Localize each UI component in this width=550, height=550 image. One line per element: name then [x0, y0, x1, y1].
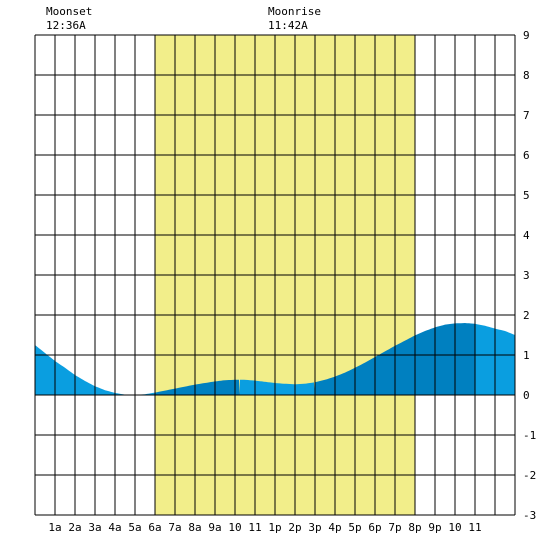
x-tick-label: 10: [228, 521, 241, 534]
y-tick-label: 1: [523, 349, 530, 362]
x-tick-label: 6a: [148, 521, 161, 534]
moonrise-time: 11:42A: [268, 19, 308, 32]
y-tick-label: -3: [523, 509, 536, 522]
x-tick-label: 2a: [68, 521, 81, 534]
y-tick-label: 9: [523, 29, 530, 42]
moonset-label: Moonset: [46, 5, 93, 18]
y-tick-label: 8: [523, 69, 530, 82]
moonset-time: 12:36A: [46, 19, 86, 32]
y-tick-label: -1: [523, 429, 536, 442]
x-tick-label: 8a: [188, 521, 201, 534]
tide-area-segment: [155, 379, 240, 395]
x-tick-label: 7a: [168, 521, 181, 534]
x-tick-label: 9a: [208, 521, 221, 534]
x-tick-label: 4p: [328, 521, 341, 534]
x-tick-label: 5p: [348, 521, 361, 534]
y-tick-label: 3: [523, 269, 530, 282]
x-tick-label: 8p: [408, 521, 421, 534]
x-tick-label: 10: [448, 521, 461, 534]
x-tick-label: 6p: [368, 521, 381, 534]
y-tick-label: 0: [523, 389, 530, 402]
tide-area-segment: [240, 379, 315, 395]
x-tick-label: 11: [248, 521, 261, 534]
x-tick-label: 11: [468, 521, 481, 534]
x-tick-label: 9p: [428, 521, 441, 534]
x-tick-label: 1p: [268, 521, 281, 534]
y-tick-label: 7: [523, 109, 530, 122]
y-tick-label: 6: [523, 149, 530, 162]
x-tick-label: 2p: [288, 521, 301, 534]
tide-area-segment: [35, 345, 155, 395]
y-tick-label: 4: [523, 229, 530, 242]
x-tick-label: 5a: [128, 521, 141, 534]
x-tick-label: 1a: [48, 521, 61, 534]
x-tick-label: 7p: [388, 521, 401, 534]
x-tick-label: 3p: [308, 521, 321, 534]
x-tick-label: 3a: [88, 521, 101, 534]
x-tick-label: 4a: [108, 521, 121, 534]
y-tick-label: 2: [523, 309, 530, 322]
y-tick-label: 5: [523, 189, 530, 202]
moonrise-label: Moonrise: [268, 5, 321, 18]
y-tick-label: -2: [523, 469, 536, 482]
